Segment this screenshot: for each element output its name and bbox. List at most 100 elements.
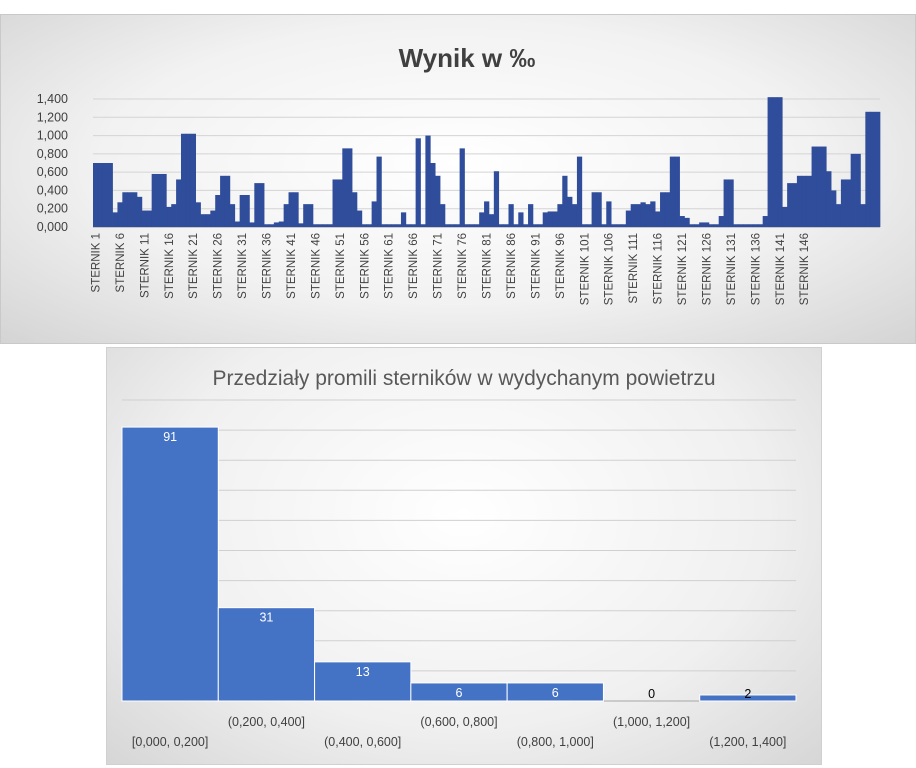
bar <box>342 148 348 227</box>
bar <box>606 201 612 227</box>
bar <box>268 224 275 227</box>
x-tick-label: STERNIK 86 <box>506 233 518 299</box>
x-tick-label: STERNIK 101 <box>579 233 591 305</box>
bar <box>777 97 783 228</box>
bar <box>601 224 607 227</box>
bar <box>127 192 133 227</box>
bar <box>166 206 172 227</box>
bar <box>386 224 392 227</box>
bar <box>855 153 861 227</box>
bar <box>264 224 270 227</box>
data-label: 6 <box>456 686 463 700</box>
bar <box>767 97 773 228</box>
bar <box>420 224 426 227</box>
bar <box>635 204 641 227</box>
bar <box>371 201 377 227</box>
x-tick-label: [0,000, 0,200] <box>132 735 208 749</box>
bar <box>611 224 617 227</box>
bar <box>356 210 363 227</box>
bar <box>762 216 768 227</box>
bar <box>107 163 113 227</box>
bar <box>689 224 695 227</box>
x-tick-label: STERNIK 36 <box>262 233 274 299</box>
bar <box>528 204 534 227</box>
bar <box>112 212 118 227</box>
bar <box>547 211 553 227</box>
bar <box>498 224 504 227</box>
bar <box>121 426 219 702</box>
bar <box>493 171 500 227</box>
bar <box>440 204 446 227</box>
x-tick-label: STERNIK 116 <box>653 233 665 304</box>
bar <box>391 224 397 227</box>
bar <box>410 224 416 227</box>
bar <box>347 148 353 227</box>
x-tick-label: (1,000, 1,200] <box>613 715 690 729</box>
bar <box>293 192 299 227</box>
x-tick-label: STERNIK 91 <box>530 233 542 299</box>
x-tick-label: STERNIK 106 <box>604 233 616 305</box>
bar <box>117 202 123 227</box>
bar <box>430 163 436 227</box>
bar <box>694 224 700 227</box>
bar <box>757 224 764 227</box>
bar <box>586 224 592 227</box>
bar <box>518 212 524 227</box>
bar <box>836 204 842 227</box>
bar <box>796 175 803 227</box>
bar <box>122 192 128 227</box>
bar <box>591 192 597 227</box>
bar <box>752 224 759 227</box>
bar <box>787 183 793 227</box>
x-tick-label: STERNIK 56 <box>359 233 371 299</box>
bar <box>506 682 604 702</box>
bar <box>806 175 812 227</box>
bar <box>361 224 368 227</box>
bar <box>870 111 876 227</box>
bar <box>254 183 260 227</box>
bar <box>831 190 837 227</box>
bar <box>217 607 316 702</box>
results-chart: Wynik w ‰ 0,000 0,200 0,400 0,600 0,800 1,000… <box>0 14 916 344</box>
bar <box>195 202 201 227</box>
bar <box>459 148 465 227</box>
bar <box>738 224 744 227</box>
bar <box>508 204 514 227</box>
x-tick-label: (0,800, 1,000] <box>517 735 594 749</box>
bar <box>840 179 847 227</box>
bar <box>664 192 671 227</box>
x-tick-label: STERNIK 46 <box>310 233 322 299</box>
bar <box>283 204 289 227</box>
bar <box>205 214 211 227</box>
bar <box>684 217 690 227</box>
histogram-chart: Przedziały promili sterników w wydychany… <box>106 347 822 765</box>
bar <box>704 222 710 227</box>
bar <box>220 175 226 227</box>
bar <box>352 192 358 227</box>
bar <box>298 223 304 227</box>
histogram-chart-svg: Przedziały promili sterników w wydychany… <box>121 367 797 749</box>
x-tick-label: STERNIK 61 <box>384 233 396 299</box>
bar <box>782 206 788 227</box>
bar <box>625 210 632 227</box>
bar <box>674 156 680 227</box>
bar <box>620 224 627 227</box>
x-tick-label: STERNIK 111 <box>628 233 640 304</box>
bar <box>156 173 162 227</box>
bar <box>288 192 294 227</box>
bar <box>474 224 480 227</box>
bar <box>523 224 529 227</box>
bar <box>616 224 622 227</box>
bar <box>224 175 231 227</box>
x-tick-label: STERNIK 41 <box>286 233 298 299</box>
bar <box>97 163 104 227</box>
x-tick-label: STERNIK 31 <box>237 233 249 299</box>
bar <box>669 156 676 227</box>
bar <box>249 222 255 227</box>
bar <box>708 224 715 227</box>
y-tick-label: 0,600 <box>37 165 68 179</box>
bar <box>537 224 544 227</box>
bar <box>552 211 558 227</box>
bar <box>454 224 460 227</box>
bar <box>102 163 109 227</box>
